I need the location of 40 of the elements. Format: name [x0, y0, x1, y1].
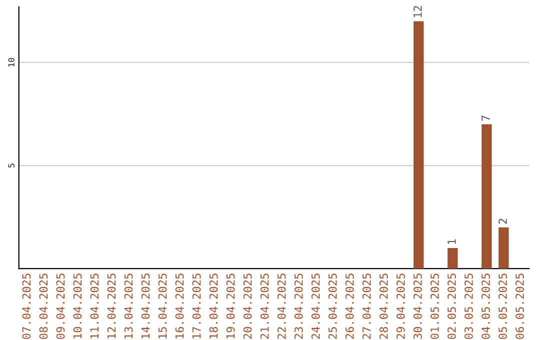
- bar: [498, 227, 509, 269]
- x-tick-label: 05.05.2025: [498, 274, 507, 339]
- x-tick-label: 23.04.2025: [294, 274, 303, 339]
- x-tick-label: 07.04.2025: [22, 274, 31, 339]
- x-tick-label: 21.04.2025: [260, 274, 269, 339]
- x-tick-label: 30.04.2025: [413, 274, 422, 339]
- data-label: 1: [448, 239, 456, 244]
- x-tick-label: 25.04.2025: [328, 274, 337, 339]
- x-tick-label: 26.04.2025: [345, 274, 354, 339]
- bar: [448, 248, 458, 269]
- data-label: 12: [413, 6, 422, 18]
- x-tick-label: 08.04.2025: [39, 274, 48, 339]
- x-tick-label: 01.05.2025: [430, 274, 439, 339]
- x-tick-label: 19.04.2025: [226, 274, 235, 338]
- x-tick-label: 28.04.2025: [379, 274, 388, 339]
- x-tick-label: 06.05.2025: [516, 274, 524, 339]
- x-tick-label: 29.04.2025: [396, 274, 405, 339]
- x-tick-label: 14.04.2025: [141, 274, 150, 338]
- x-tick-label: 15.04.2025: [158, 274, 167, 338]
- data-label: 7: [482, 116, 490, 121]
- x-tick-label: 02.05.2025: [448, 274, 456, 339]
- y-tick-label: 10: [8, 58, 15, 66]
- x-tick-label: 27.04.2025: [362, 274, 371, 339]
- bar: [482, 124, 492, 269]
- x-tick-label: 18.04.2025: [209, 274, 218, 338]
- x-tick-label: 12.04.2025: [107, 274, 116, 338]
- data-label: 2: [498, 218, 507, 224]
- x-tick-label: 17.04.2025: [192, 274, 201, 338]
- x-tick-label: 24.04.2025: [311, 274, 320, 339]
- x-tick-label: 04.05.2025: [482, 274, 490, 339]
- x-tick-label: 20.04.2025: [243, 274, 252, 339]
- x-tick-label: 13.04.2025: [124, 274, 133, 338]
- y-tick-label: 5: [8, 164, 15, 168]
- x-tick-label: 16.04.2025: [175, 274, 184, 338]
- x-tick-label: 11.04.2025: [90, 274, 99, 338]
- x-tick-label: 10.04.2025: [73, 274, 82, 338]
- x-tick-label: 22.04.2025: [277, 274, 286, 339]
- bar: [414, 21, 424, 269]
- x-tick-label: 09.04.2025: [56, 274, 65, 339]
- x-tick-label: 03.05.2025: [464, 274, 473, 339]
